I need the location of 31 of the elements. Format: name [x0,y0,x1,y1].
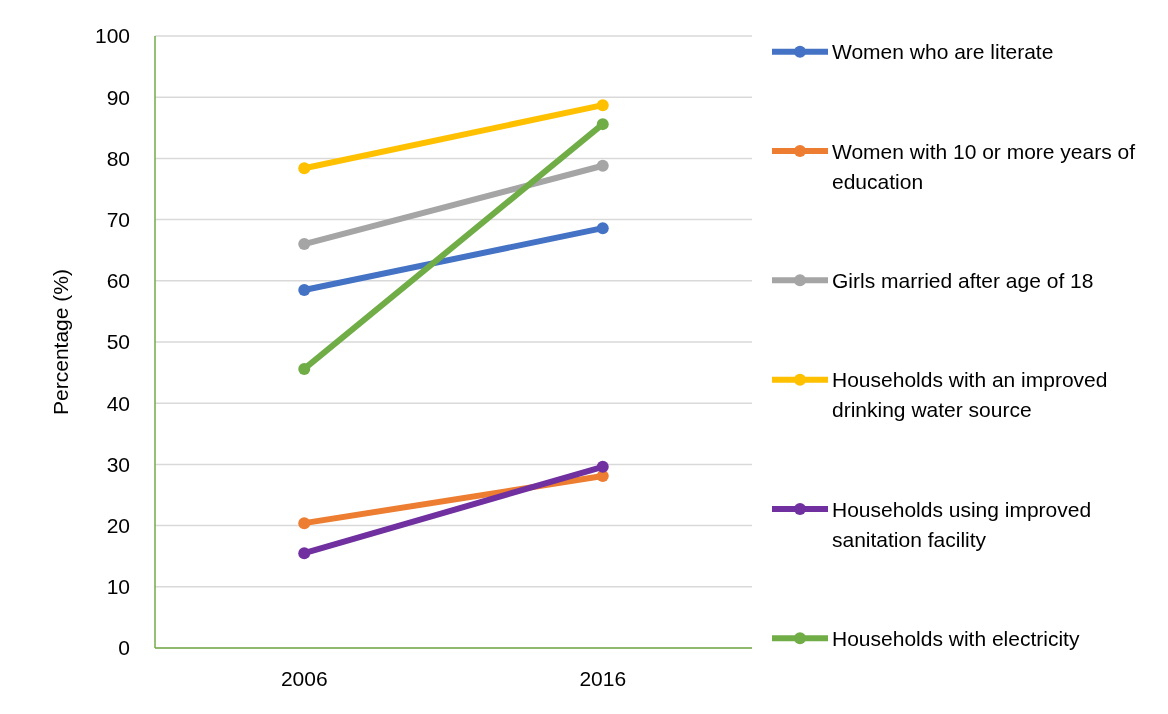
point [596,460,609,473]
point [298,162,311,175]
x-tick-label: 2006 [280,667,328,690]
legend-label: Women with 10 or more years of education [832,139,1136,193]
point [298,283,311,296]
y-tick-label: 70 [106,207,130,231]
legend-label: Girls married after age of 18 [832,268,1094,292]
legend-label: Women who are literate [832,40,1054,64]
legend-label: Households with electricity [832,626,1080,650]
y-tick-label: 80 [106,146,130,170]
y-tick-label: 30 [106,452,130,476]
y-tick-label: 10 [106,575,130,599]
point [298,362,311,375]
y-tick-label: 50 [106,330,130,354]
point [298,517,311,530]
point [298,238,311,251]
y-tick-label: 20 [106,513,130,537]
y-tick-label: 40 [106,391,130,415]
point [596,222,609,235]
x-tick-label: 2016 [579,667,627,690]
y-tick-label: 90 [106,85,130,109]
legend-label: Households using improved sanitation facility [832,497,1092,551]
point [596,159,609,172]
point [596,99,609,112]
y-tick-label: 0 [118,636,130,660]
y-tick-label: 100 [94,24,130,48]
point [596,118,609,131]
y-tick-label: 60 [106,269,130,293]
y-axis-title: Percentage (%) [49,269,72,415]
point [298,547,311,560]
legend-label: Households with an improved drinking water source [832,368,1108,422]
